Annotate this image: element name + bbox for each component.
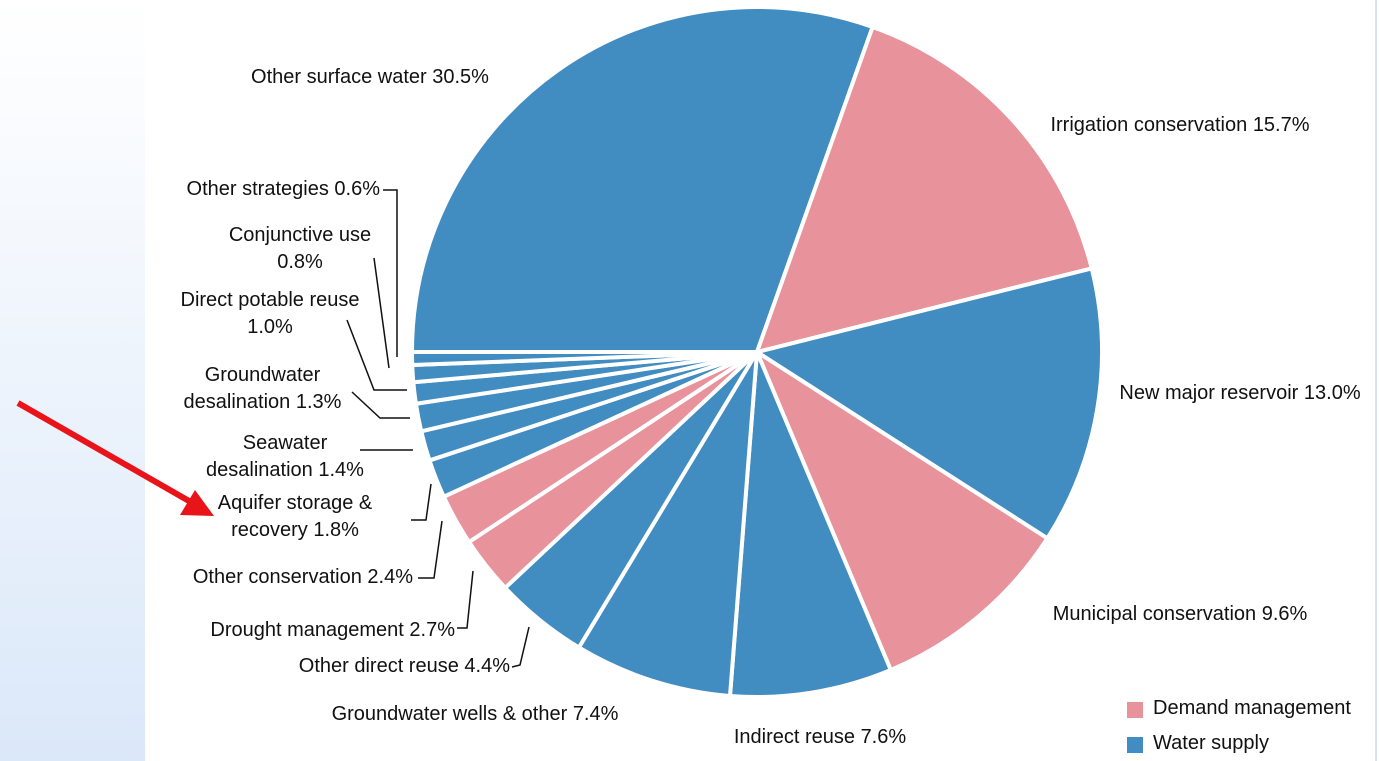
slice-label: Drought management 2.7% xyxy=(140,617,455,644)
slice-value: 15.7% xyxy=(1252,114,1310,136)
slice-name: Other direct reuse xyxy=(298,655,459,677)
slice-name: Groundwater wells & other xyxy=(331,703,568,725)
legend-label: Demand management xyxy=(1153,697,1351,719)
slice-name: Seawater desalination xyxy=(206,432,328,481)
slice-value: 2.7% xyxy=(409,619,455,641)
leader-line xyxy=(346,319,407,391)
slice-value: 1.0% xyxy=(247,316,293,338)
leader-line xyxy=(457,570,474,629)
slice-value: 13.0% xyxy=(1303,382,1361,404)
slice xyxy=(410,350,759,367)
legend-label: Water supply xyxy=(1153,732,1269,754)
slice-label: Other strategies 0.6% xyxy=(100,176,380,203)
slices xyxy=(410,5,1104,699)
slice xyxy=(755,350,1050,673)
slice-value: 0.6% xyxy=(334,178,380,200)
side-strip xyxy=(0,0,145,761)
slice-value: 7.4% xyxy=(572,703,619,725)
slice-value: 30.5% xyxy=(432,66,489,88)
slice-value: 9.6% xyxy=(1261,603,1308,625)
slice-label: Other conservation 2.4% xyxy=(120,564,413,591)
leader-line xyxy=(418,520,443,579)
leader-line xyxy=(411,483,432,521)
legend-swatch xyxy=(1127,737,1143,753)
slice-value: 0.8% xyxy=(277,251,323,273)
slice-name: Direct potable reuse xyxy=(180,289,360,311)
slice-value: 1.4% xyxy=(318,459,364,481)
arrow-shaft xyxy=(16,400,198,508)
slice xyxy=(755,24,1094,354)
slice-name: Groundwater desalination xyxy=(183,364,321,413)
slice-label: Other surface water 30.5% xyxy=(210,64,530,91)
slice-name: Municipal conservation xyxy=(1052,603,1257,625)
slice-name: Conjunctive use xyxy=(228,224,372,246)
slice-name: New major reservoir xyxy=(1119,382,1299,404)
slice-name: Other conservation xyxy=(192,566,362,588)
slice-label: Indirect reuse 7.6% xyxy=(700,724,940,751)
slice-label: Seawater desalination 1.4% xyxy=(190,430,380,484)
slice xyxy=(727,350,893,699)
slice xyxy=(576,350,759,698)
leaders xyxy=(346,189,530,668)
slice-label: Direct potable reuse 1.0% xyxy=(180,287,360,341)
slice-label: Municipal conservation 9.6% xyxy=(1020,601,1340,628)
slice-value: 2.4% xyxy=(367,566,413,588)
slice-label: Groundwater wells & other 7.4% xyxy=(290,701,660,728)
arrow-head xyxy=(180,490,214,516)
slice-value: 1.3% xyxy=(295,391,342,413)
legend-swatch xyxy=(1127,702,1143,718)
slice-name: Irrigation conservation xyxy=(1050,114,1248,136)
leader-line xyxy=(351,391,410,419)
slice-value: 7.6% xyxy=(860,726,907,748)
slice-value: 1.8% xyxy=(313,519,359,541)
slice-label: Conjunctive use 0.8% xyxy=(225,222,375,276)
slice-name: Other strategies xyxy=(186,178,329,200)
slice-name: Other surface water xyxy=(251,66,427,88)
leader-line xyxy=(511,626,530,668)
slice-name: Indirect reuse xyxy=(733,726,855,748)
slice-label: New major reservoir 13.0% xyxy=(1110,380,1370,407)
slice-value: 4.4% xyxy=(464,655,510,677)
slice-name: Aquifer storage & recovery xyxy=(217,492,373,541)
leader-line xyxy=(373,257,390,369)
slice-name: Drought management xyxy=(210,619,404,641)
slice xyxy=(410,5,875,354)
leader-line xyxy=(383,189,398,357)
slice xyxy=(755,266,1104,541)
slice-label: Irrigation conservation 15.7% xyxy=(1040,112,1320,139)
edge-line xyxy=(1375,0,1377,761)
slice-label: Aquifer storage & recovery 1.8% xyxy=(195,490,395,544)
slice-label: Groundwater desalination 1.3% xyxy=(165,362,360,416)
slice-label: Other direct reuse 4.4% xyxy=(200,653,510,680)
